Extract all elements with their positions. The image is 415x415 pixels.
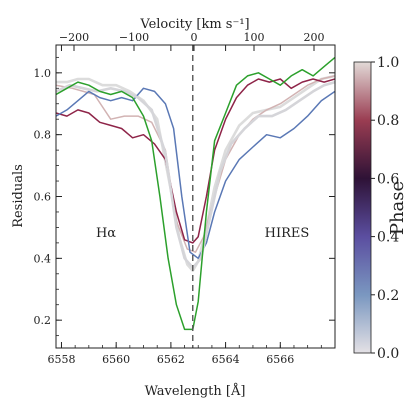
- y-tick-label: 0.8: [34, 129, 52, 142]
- series-layer: [56, 56, 335, 331]
- x-tick-label: 6566: [266, 353, 294, 366]
- series-line-2: [56, 78, 335, 244]
- colorbar-tick-label: 0.0: [377, 346, 399, 362]
- x-tick-label: 6558: [47, 353, 75, 366]
- hires-label: HIRES: [265, 226, 310, 241]
- colorbar-axis: 0.0 0.2 0.4 0.6 0.8 1.0: [371, 55, 399, 362]
- colorbar-tick-label: 1.0: [377, 55, 399, 71]
- top-velocity-axis: −200 −100 0 100 200: [59, 31, 325, 51]
- h-alpha-label: Hα: [96, 226, 116, 241]
- colorbar-title: Phase: [387, 181, 408, 235]
- x-tick-label: 6562: [157, 353, 185, 366]
- x-axis: 6558 6560 6562 6564 6566: [47, 45, 322, 366]
- x-tick-label: 6560: [102, 353, 130, 366]
- top-tick-label: 100: [244, 31, 265, 44]
- y-tick-label: 0.4: [34, 252, 52, 265]
- x-tick-label: 6564: [212, 353, 240, 366]
- top-axis-title: Velocity [km s⁻¹]: [139, 17, 249, 32]
- colorbar-tick-label: 0.6: [377, 171, 399, 187]
- colorbar-tick-label: 0.4: [377, 230, 399, 246]
- y-axis-title: Residuals: [11, 164, 26, 228]
- top-tick-label: 200: [304, 31, 325, 44]
- top-tick-label: −100: [119, 31, 149, 44]
- series-line-3: [56, 87, 335, 260]
- x-axis-title: Wavelength [Å]: [145, 383, 246, 399]
- y-tick-label: 0.6: [34, 191, 52, 204]
- top-tick-label: −200: [59, 31, 89, 44]
- colorbar-tick-label: 0.2: [377, 288, 399, 304]
- series-line-1: [56, 75, 335, 253]
- y-tick-label: 0.2: [34, 314, 52, 327]
- colorbar: [353, 61, 372, 354]
- colorbar-tick-label: 0.8: [377, 113, 399, 129]
- top-tick-label: 0: [191, 31, 198, 44]
- series-line-4: [56, 80, 335, 269]
- y-tick-label: 1.0: [34, 67, 52, 80]
- y-axis: 0.2 0.4 0.6 0.8 1.0: [34, 56, 335, 337]
